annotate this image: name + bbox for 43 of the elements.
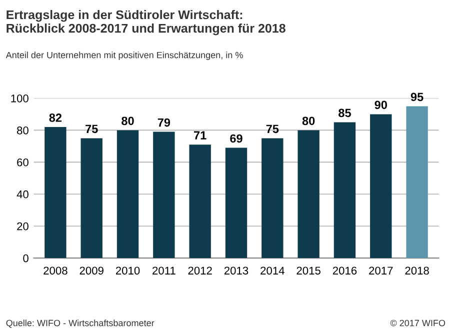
bar [116,130,139,258]
y-tick-label: 100 [11,94,28,102]
y-tick-label: 0 [23,254,28,262]
bar [189,144,211,258]
text: © 2017 WIFO [390,320,446,326]
x-tick-label: 2015 [296,266,320,275]
x-tick-label: 2014 [260,266,284,275]
x-tick-label: 2018 [405,266,429,275]
data-label: 71 [194,131,206,140]
bar [370,114,392,258]
bar [225,148,248,258]
y-tick-label: 20 [17,222,28,230]
bar [153,132,175,258]
y-tick-label: 40 [16,190,28,198]
bar [334,122,356,258]
y-tick-label: 60 [17,158,28,166]
bar [44,127,66,258]
data-label: 80 [302,116,315,126]
bar [262,138,284,258]
data-label: 75 [266,124,279,134]
data-label: 95 [410,92,424,102]
x-tick-label: 2008 [44,266,68,275]
data-label: 82 [49,114,62,122]
chart-subtitle: Anteil der Unternehmen mit positiven Einschätzungen, in % [6,52,243,60]
bar [406,106,428,258]
data-label: 90 [374,100,387,110]
x-tick-label: 2017 [369,266,393,275]
data-label: 85 [338,108,351,118]
x-tick-label: 2012 [188,266,212,275]
data-label: 79 [158,118,170,127]
x-tick-label: 2013 [224,266,248,275]
bar [80,138,102,258]
x-tick-label: 2011 [152,266,176,275]
y-tick-label: 80 [17,126,28,134]
x-tick-label: 2016 [332,266,357,275]
chart-title: Ertragslage in der Südtiroler Wirtschaft: Rückblick 2008-2017 und Erwartungen für 2018 [6,10,286,36]
bar [298,130,320,258]
data-label: 80 [122,116,134,126]
data-label: 75 [86,124,98,134]
source-note: Quelle: WIFO - Wirtschaftsbarometer [6,320,154,328]
x-tick-label: 2010 [116,266,140,275]
x-tick-label: 2009 [80,266,104,275]
data-label: 69 [230,134,242,143]
